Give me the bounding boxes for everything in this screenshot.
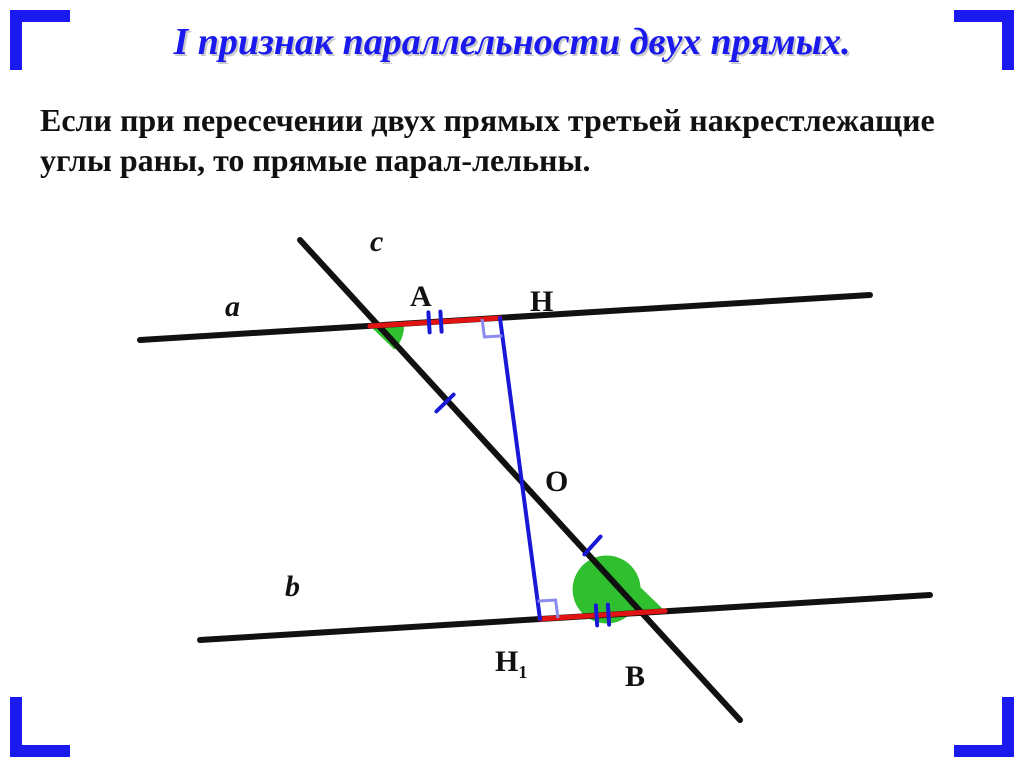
- label-a: a: [225, 290, 240, 324]
- label-H1: H1: [495, 645, 527, 683]
- label-B: B: [625, 660, 645, 694]
- label-A: A: [410, 280, 432, 314]
- label-b: b: [285, 570, 300, 604]
- label-O: O: [545, 465, 568, 499]
- label-c: c: [370, 225, 383, 259]
- label-H: H: [530, 285, 553, 319]
